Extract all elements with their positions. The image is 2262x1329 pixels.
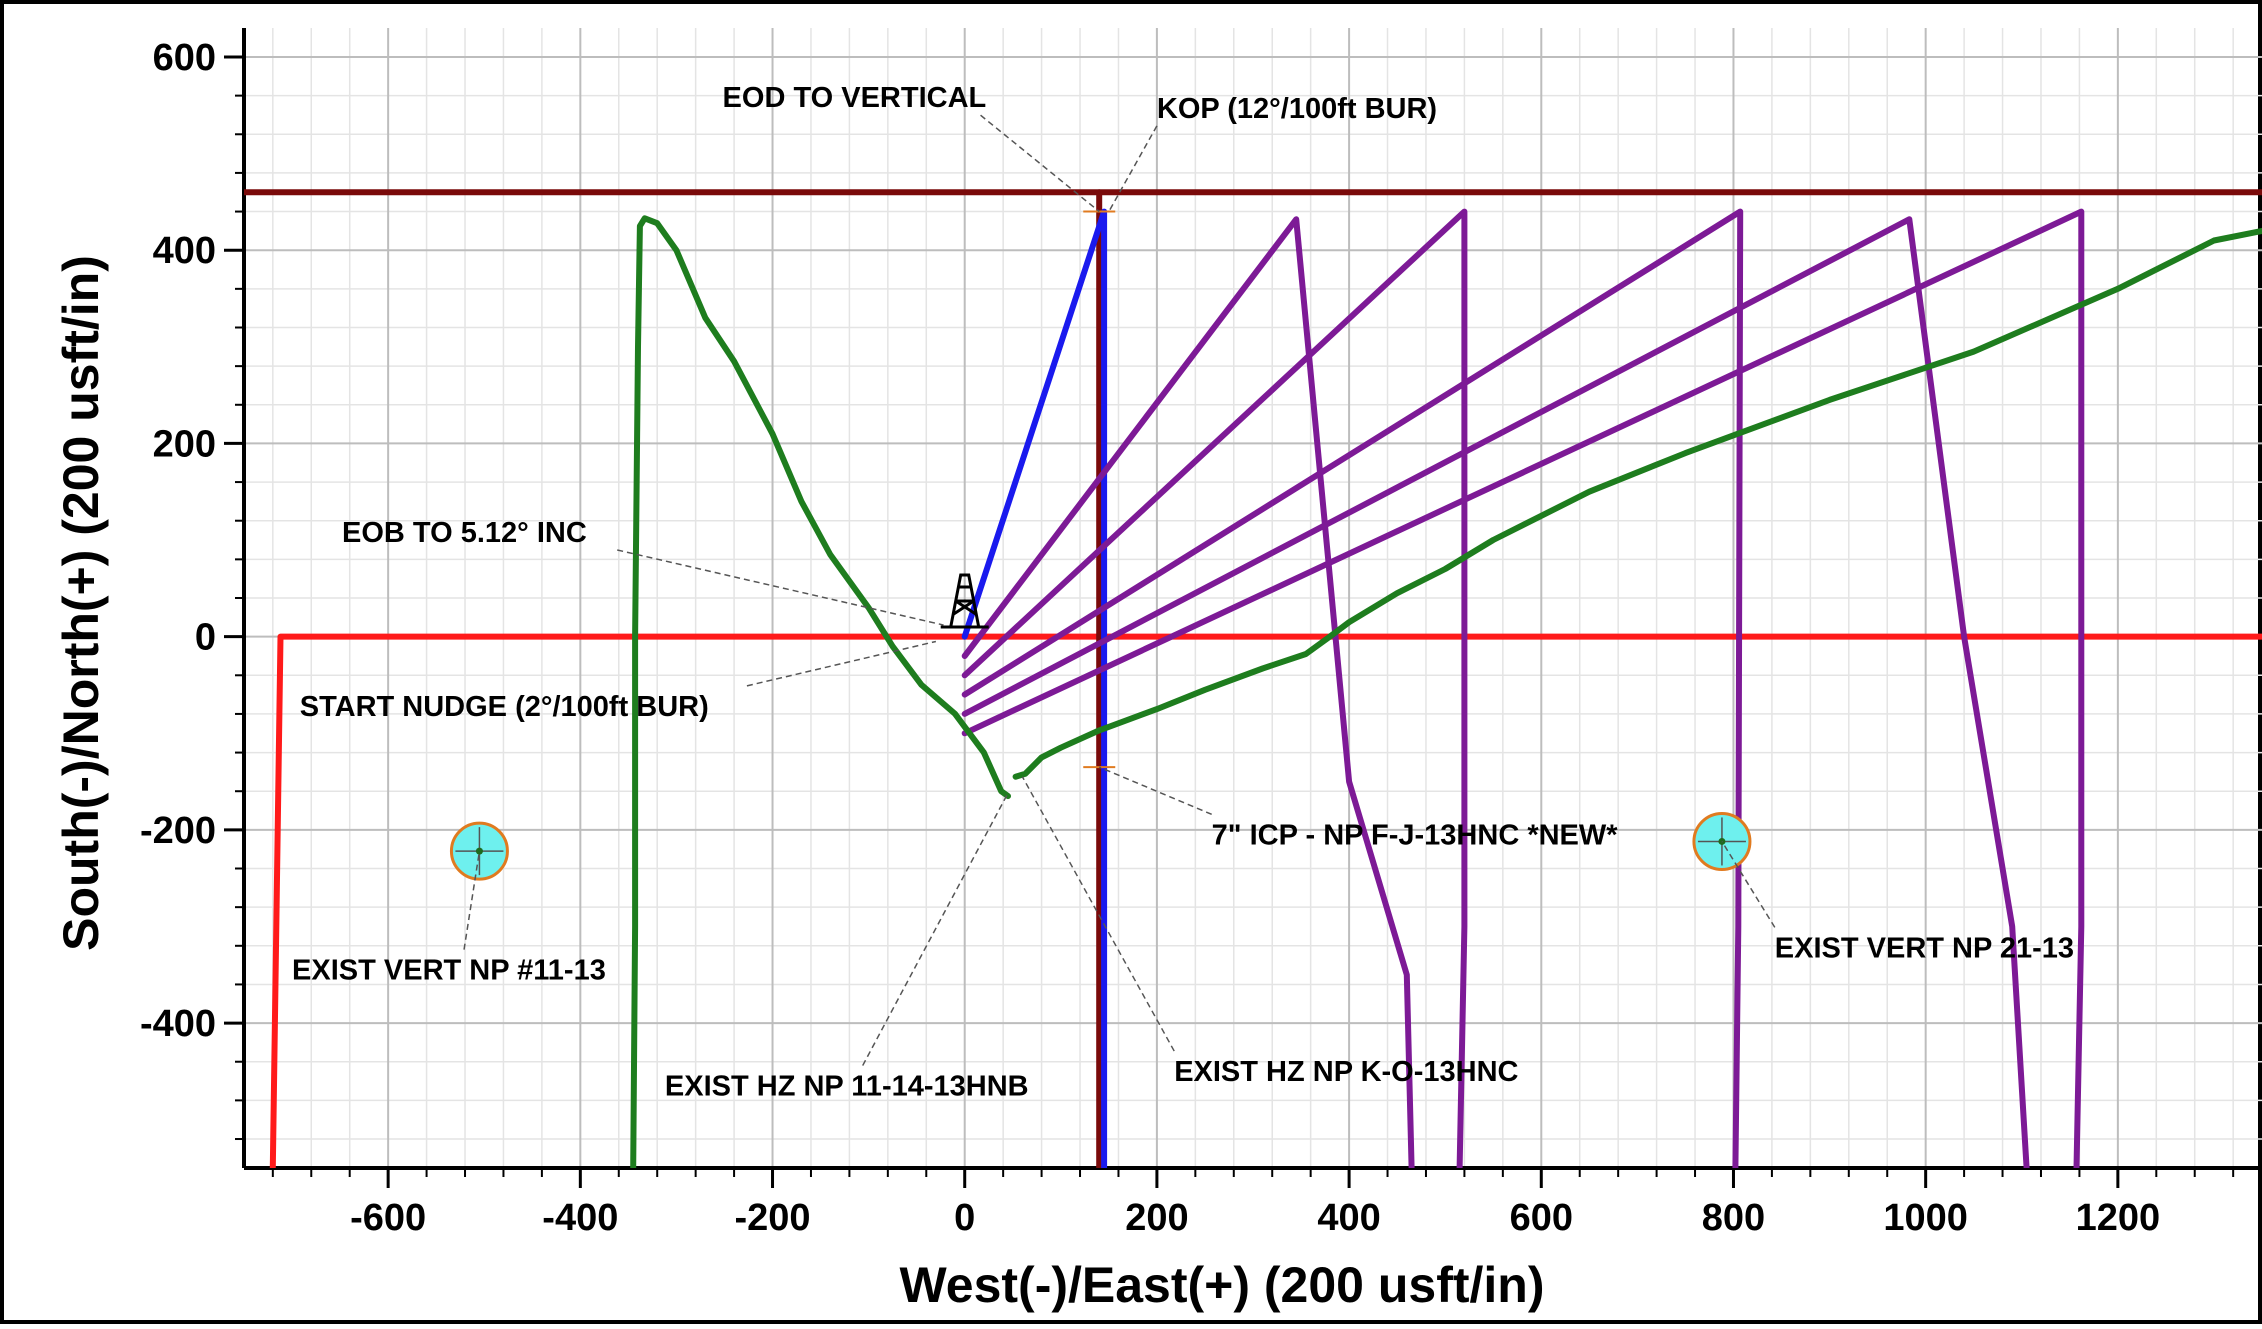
rig-icon <box>940 573 989 629</box>
series-line <box>269 633 2262 1168</box>
series-line <box>961 216 1415 1168</box>
series-line <box>961 208 2085 1168</box>
annotation-label: EXIST VERT NP 21-13 <box>1775 932 2074 964</box>
y-tick-label: 0 <box>195 617 216 659</box>
annotation-label: EXIST HZ NP K-O-13HNC <box>1174 1056 1518 1088</box>
x-tick-label: 200 <box>1125 1197 1188 1239</box>
y-tick-label: 400 <box>153 230 216 272</box>
x-tick-label: -200 <box>734 1197 810 1239</box>
rig-icon-frame <box>940 573 989 629</box>
annotation-leader <box>746 640 937 687</box>
annotation-label: EXIST HZ NP 11-14-13HNB <box>665 1071 1029 1103</box>
y-tick-label: 200 <box>153 423 216 465</box>
annotation-leader <box>1098 766 1212 816</box>
annotation-label: KOP (12°/100ft BUR) <box>1157 93 1437 125</box>
series-line <box>630 215 1011 1168</box>
series-group <box>244 189 2262 1168</box>
annotation-leader <box>617 549 944 626</box>
annotation-leader <box>1021 776 1175 1052</box>
well-marker-center <box>475 847 483 855</box>
annotation-leader <box>862 792 1009 1066</box>
x-tick-label: -600 <box>350 1197 426 1239</box>
annotation-label: EOB TO 5.12° INC <box>342 517 587 549</box>
y-tick-label: 600 <box>153 37 216 79</box>
x-tick-label: 1200 <box>2076 1197 2161 1239</box>
annotation-leader <box>463 851 481 950</box>
annotation-label: EOD TO VERTICAL <box>723 82 987 114</box>
series-line <box>961 208 1468 1168</box>
annotations-group: EOD TO VERTICAL KOP (12°/100ft BUR) EOB TO… <box>292 82 2074 1102</box>
series-line <box>961 216 2030 1168</box>
annotation-leader <box>1721 841 1776 928</box>
axes: -600 -400 -200 0 200 400 600 800 1000 1200 600 400 2… <box>140 28 2262 1239</box>
x-tick-label: 400 <box>1317 1197 1380 1239</box>
annotation-label: START NUDGE (2°/100ft BUR) <box>300 691 709 723</box>
y-tick-label: -400 <box>140 1003 216 1045</box>
y-tick-label: -200 <box>140 810 216 852</box>
x-tick-label: 800 <box>1702 1197 1765 1239</box>
annotation-label: 7" ICP - NP F-J-13HNC *NEW* <box>1212 819 1619 851</box>
series-line <box>1012 227 2262 780</box>
x-axis-label: West(-)/East(+) (200 usft/in) <box>900 1257 1545 1313</box>
annotation-label: EXIST VERT NP #11-13 <box>292 955 606 987</box>
x-tick-label: 0 <box>954 1197 975 1239</box>
x-tick-label: 1000 <box>1883 1197 1968 1239</box>
x-tick-label: 600 <box>1510 1197 1573 1239</box>
x-tick-label: -400 <box>542 1197 618 1239</box>
y-axis-label: South(-)/North(+) (200 usft/in) <box>53 255 109 951</box>
annotation-leader <box>980 114 1100 213</box>
annotation-leader <box>1108 125 1158 212</box>
series-line <box>961 208 1744 1168</box>
markers-group <box>449 210 1752 881</box>
